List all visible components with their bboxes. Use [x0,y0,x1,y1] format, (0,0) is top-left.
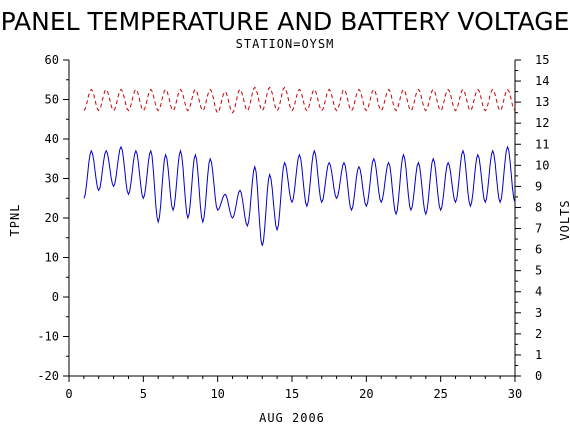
ticks: -20-100102030405060012345678910111213141… [37,53,549,401]
y-right-tick-label: 14 [535,74,549,88]
chart-title: PANEL TEMPERATURE AND BATTERY VOLTAGE [1,7,570,36]
y-right-tick-label: 4 [535,285,542,299]
y-left-tick-label: 20 [45,211,59,225]
y-right-tick-label: 9 [535,179,542,193]
y-left-tick-label: 60 [45,53,59,67]
y-right-axis-label: VOLTS [558,199,570,240]
x-tick-label: 20 [359,387,373,401]
y-right-tick-label: 6 [535,243,542,257]
y-left-tick-label: -20 [37,369,59,383]
y-right-tick-label: 2 [535,327,542,341]
x-tick-label: 5 [140,387,147,401]
x-tick-label: 10 [210,387,224,401]
y-right-tick-label: 13 [535,95,549,109]
series-line-tpnl [83,145,516,246]
y-left-tick-label: 0 [52,290,59,304]
y-right-tick-label: 10 [535,158,549,172]
y-right-tick-label: 12 [535,116,549,130]
chart-subtitle: STATION=OYSM [236,37,335,51]
x-tick-label: 25 [433,387,447,401]
y-right-tick-label: 0 [535,369,542,383]
y-right-tick-label: 8 [535,200,542,214]
y-right-tick-label: 7 [535,222,542,236]
x-tick-label: 30 [508,387,522,401]
series-layer [83,86,516,246]
y-right-tick-label: 5 [535,264,542,278]
y-right-tick-label: 1 [535,348,542,362]
y-left-tick-label: 40 [45,132,59,146]
x-tick-label: 0 [65,387,72,401]
y-left-tick-label: 50 [45,93,59,107]
y-right-tick-label: 11 [535,137,549,151]
y-right-tick-label: 15 [535,53,549,67]
y-right-tick-label: 3 [535,306,542,320]
series-line-volts [83,86,516,114]
y-left-tick-label: -10 [37,330,59,344]
x-axis-label: AUG 2006 [259,411,325,425]
y-left-axis-label: TPNL [8,204,22,237]
y-left-tick-label: 10 [45,251,59,265]
axes [68,60,516,377]
y-left-tick-label: 30 [45,172,59,186]
x-tick-label: 15 [285,387,299,401]
